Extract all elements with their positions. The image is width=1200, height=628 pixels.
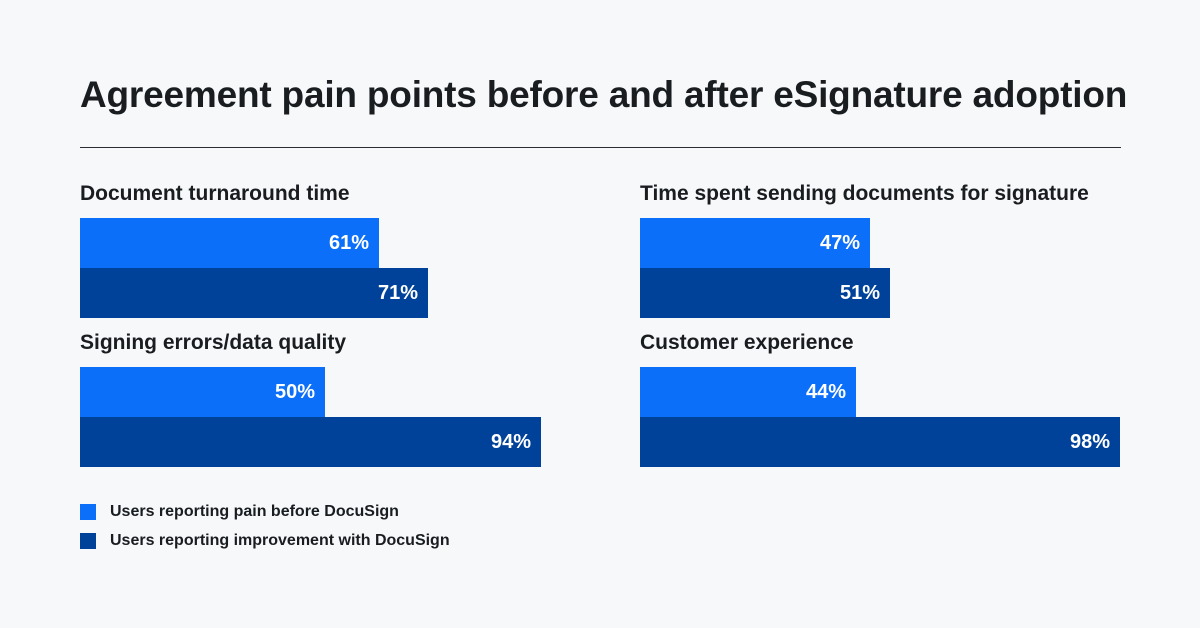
bar-after: 94% xyxy=(80,417,541,467)
bar-value-label: 98% xyxy=(1069,430,1110,453)
legend-item-after: Users reporting improvement with DocuSig… xyxy=(80,531,450,551)
group-label: Customer experience xyxy=(640,331,854,354)
bar-before: 47% xyxy=(640,218,870,268)
group-time-spent-sending: Time spent sending documents for signatu… xyxy=(640,181,1120,318)
group-label: Signing errors/data quality xyxy=(80,331,347,354)
title-divider xyxy=(80,147,1121,148)
bar-value-label: 94% xyxy=(490,430,531,453)
legend-swatch xyxy=(80,533,96,549)
legend: Users reporting pain before DocuSign Use… xyxy=(80,502,450,560)
legend-item-before: Users reporting pain before DocuSign xyxy=(80,502,450,522)
legend-label: Users reporting improvement with DocuSig… xyxy=(110,532,450,549)
bar-value-label: 51% xyxy=(839,281,880,304)
group-document-turnaround: Document turnaround time 61% 71% xyxy=(80,181,560,318)
group-label: Time spent sending documents for signatu… xyxy=(640,182,1089,205)
group-signing-errors: Signing errors/data quality 50% 94% xyxy=(80,330,560,467)
bar-before: 44% xyxy=(640,367,856,417)
bar-after: 71% xyxy=(80,268,428,318)
bar-after: 51% xyxy=(640,268,890,318)
bar-value-label: 61% xyxy=(328,231,369,254)
bar-value-label: 44% xyxy=(805,380,846,403)
bar-value-label: 71% xyxy=(377,281,418,304)
chart-title: Agreement pain points before and after e… xyxy=(80,74,1128,115)
group-customer-experience: Customer experience 44% 98% xyxy=(640,330,1120,467)
bar-after: 98% xyxy=(640,417,1120,467)
bar-before: 61% xyxy=(80,218,379,268)
bar-value-label: 47% xyxy=(819,231,860,254)
legend-label: Users reporting pain before DocuSign xyxy=(110,503,399,520)
group-label: Document turnaround time xyxy=(80,182,350,205)
bar-before: 50% xyxy=(80,367,325,417)
legend-swatch xyxy=(80,504,96,520)
bar-value-label: 50% xyxy=(274,380,315,403)
